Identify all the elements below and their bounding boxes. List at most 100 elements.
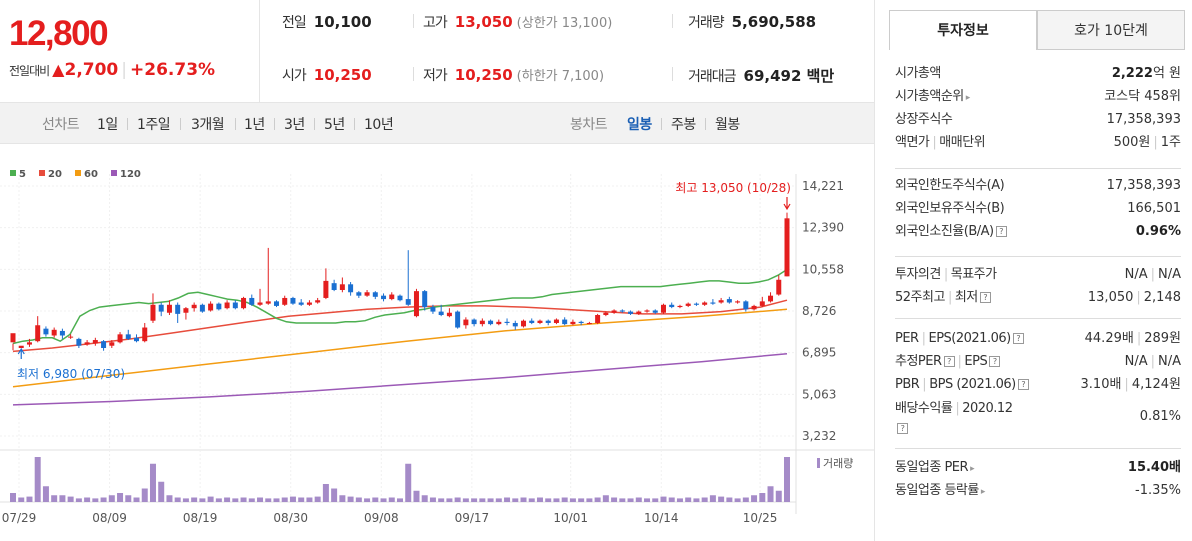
- period-5y[interactable]: 5년: [324, 117, 345, 133]
- help-icon[interactable]: ?: [995, 226, 1007, 237]
- candle-body: [216, 303, 222, 310]
- candle-body: [718, 300, 724, 303]
- row-value-text: 3.10배: [1080, 377, 1122, 392]
- period-3m[interactable]: 3개월: [191, 117, 225, 133]
- candle-body: [315, 300, 321, 303]
- volume-bar: [158, 481, 165, 502]
- row-label-text: BPS (2021.06): [929, 377, 1016, 392]
- row-value-text: 289원: [1144, 331, 1181, 346]
- market-cap-section: 시가총액 2,222억 원 시가총액순위 ▸ 코스닥 458위 상장주식수 17,358…: [895, 62, 1181, 154]
- candle-body: [693, 303, 699, 305]
- row-label-text: 추정PER: [895, 354, 942, 369]
- row-label-text: EPS(2021.06): [928, 331, 1011, 346]
- row-label: 외국인보유주식수(B): [895, 201, 1005, 216]
- candle-body: [488, 320, 494, 325]
- tab-investment-info[interactable]: 투자정보: [889, 10, 1037, 50]
- period-10y[interactable]: 10년: [364, 117, 394, 133]
- help-icon[interactable]: ?: [943, 356, 955, 367]
- candle-body: [265, 301, 271, 304]
- row-label-text: 최저: [954, 290, 978, 305]
- row-label-text: 액면가: [895, 135, 930, 150]
- valuation-section: PER | EPS(2021.06)? 44.29배 | 289원 추정PER? | EPS?…: [895, 327, 1181, 438]
- volume-bar: [215, 498, 222, 502]
- tab-orderbook[interactable]: 호가 10단계: [1037, 10, 1185, 50]
- help-icon[interactable]: ?: [897, 423, 908, 434]
- chart-panel: 12,800 전일대비 ▲2,700 | +26.73% 전일 10,100 고가 13,…: [0, 0, 874, 541]
- candle-body: [521, 320, 527, 327]
- divider: [314, 118, 315, 130]
- period-weekly[interactable]: 주봉: [671, 117, 696, 133]
- volume-bar: [429, 497, 436, 502]
- period-monthly[interactable]: 월봉: [715, 117, 740, 133]
- x-tick-label: 08/30: [273, 511, 308, 525]
- current-price: 12,800: [9, 14, 109, 53]
- divider: |: [943, 267, 948, 282]
- stat-low: 저가 10,250 (하한가 7,100): [423, 65, 604, 85]
- volume-bar: [281, 497, 288, 502]
- divider: [672, 67, 673, 81]
- volume-bar: [611, 497, 618, 502]
- divider: |: [1153, 135, 1158, 150]
- y-tick-label: 14,221: [802, 179, 844, 193]
- info-row: 추정PER? | EPS? N/A | N/A: [895, 350, 1181, 373]
- divider: [705, 118, 706, 130]
- stat-value: 69,492 백만: [743, 67, 835, 85]
- candle-body: [710, 302, 716, 304]
- candle-body: [743, 301, 749, 310]
- legend-swatch: [39, 170, 45, 176]
- candle-body: [208, 303, 214, 311]
- period-1y[interactable]: 1년: [244, 117, 265, 133]
- volume-bar: [644, 498, 651, 502]
- divider: [180, 118, 181, 130]
- row-value: 15.40배: [1128, 456, 1181, 479]
- info-row[interactable]: 동일업종 PER ▸ 15.40배: [895, 456, 1181, 479]
- opinion-section: 투자의견 | 목표주가 N/A | N/A 52주최고 | 최저? 13,050 | 2,148: [895, 263, 1181, 309]
- period-daily[interactable]: 일봉: [627, 117, 652, 133]
- volume-label: 거래량: [823, 457, 853, 470]
- sector-per: 15.40배: [1127, 460, 1181, 475]
- candle-body: [166, 304, 172, 313]
- legend-swatch: [111, 170, 117, 176]
- low-annotation: 최저 6,980 (07/30): [17, 367, 125, 381]
- row-label: 배당수익률 | 2020.12?: [895, 399, 1013, 439]
- volume-bar: [487, 498, 494, 502]
- volume-bar: [784, 457, 790, 502]
- help-icon[interactable]: ?: [1012, 333, 1024, 344]
- row-label: 동일업종 등락률 ▸: [895, 479, 985, 504]
- period-1w[interactable]: 1주일: [137, 117, 171, 133]
- upper-limit: (상한가 13,100): [516, 16, 613, 31]
- help-icon[interactable]: ?: [979, 292, 991, 303]
- candle-body: [636, 311, 642, 314]
- period-1d[interactable]: 1일: [97, 117, 118, 133]
- line-chart-label: 선차트: [42, 117, 80, 133]
- volume-bar: [117, 493, 124, 502]
- divider: |: [921, 331, 926, 346]
- divider: [274, 118, 275, 130]
- y-tick-label: 5,063: [802, 387, 836, 401]
- candle-body: [619, 310, 625, 312]
- volume-bar: [289, 496, 296, 502]
- sector-section: 동일업종 PER ▸ 15.40배 동일업종 등락률 ▸ -1.35%: [895, 456, 1181, 502]
- candle-chart-label: 봉차트: [570, 117, 608, 133]
- info-row[interactable]: 시가총액순위 ▸ 코스닥 458위: [895, 85, 1181, 108]
- stock-chart: 5 20 60 120 14,221 12,390 10,558 8,726 6,895 5,06…: [0, 144, 874, 541]
- candle-body: [463, 319, 469, 326]
- volume-bar: [273, 498, 280, 502]
- change-label: 전일대비: [9, 64, 50, 78]
- info-row[interactable]: 동일업종 등락률 ▸ -1.35%: [895, 479, 1181, 502]
- help-icon[interactable]: ?: [989, 356, 1001, 367]
- period-3y[interactable]: 3년: [284, 117, 305, 133]
- divider: |: [957, 354, 962, 369]
- candle-body: [413, 291, 419, 317]
- stat-label: 거래량: [688, 15, 725, 31]
- x-tick-label: 07/29: [2, 511, 37, 525]
- help-icon[interactable]: ?: [1017, 379, 1029, 390]
- caret-right-icon: ▸: [965, 93, 971, 103]
- volume-bar: [380, 498, 387, 502]
- divider: |: [1150, 267, 1155, 282]
- stat-amount: 거래대금 69,492 백만: [688, 65, 834, 86]
- divider: [895, 318, 1181, 319]
- candle-body: [545, 320, 551, 323]
- row-value: 2,222억 원: [1112, 62, 1181, 85]
- x-tick-label: 10/14: [644, 511, 679, 525]
